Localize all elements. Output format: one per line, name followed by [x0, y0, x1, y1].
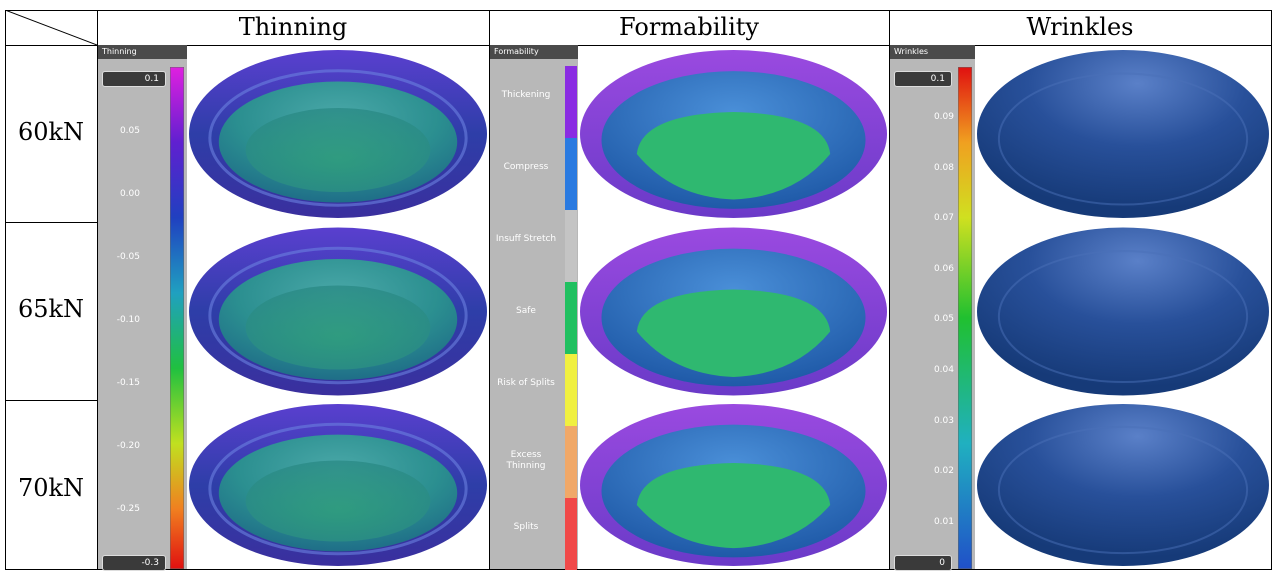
legend-max: 0.1 — [102, 71, 166, 87]
result-image — [975, 223, 1271, 400]
bowl — [578, 46, 889, 222]
legend-swatch — [565, 66, 577, 138]
legend-tick: 0.06 — [890, 264, 954, 274]
result-image — [187, 401, 489, 569]
legend-max: 0.1 — [894, 71, 952, 87]
bowl — [975, 401, 1271, 569]
row-header: 60kN — [5, 118, 97, 146]
legend-tick: 0.08 — [890, 163, 954, 173]
colorbar — [958, 67, 972, 569]
bowl — [578, 401, 889, 569]
legend-min: 0 — [894, 555, 952, 571]
legend-label: Thickening — [490, 90, 562, 101]
rule — [5, 400, 97, 401]
column-header: Formability — [489, 10, 889, 45]
bowl — [975, 223, 1271, 400]
legend-tick: -0.05 — [98, 252, 140, 262]
bowl — [187, 46, 489, 222]
root: Thinning Formability Wrinkles 60kN 65kN … — [0, 0, 1276, 571]
legend-tick: 0.02 — [890, 466, 954, 476]
corner-diagonal — [5, 10, 97, 45]
page: {"table": { "columns": ["Thinning", "For… — [0, 0, 1276, 571]
colorbar — [170, 67, 184, 569]
legend-tick: 0.00 — [98, 189, 140, 199]
legend-tick: -0.25 — [98, 504, 140, 514]
legend-tick: -0.10 — [98, 315, 140, 325]
result-image — [578, 223, 889, 400]
legend-min: -0.3 — [102, 555, 166, 571]
legend-swatch — [565, 498, 577, 570]
row-header: 65kN — [5, 295, 97, 323]
legend-label: Splits — [490, 522, 562, 533]
legend-label: Excess Thinning — [490, 450, 562, 472]
legend-label: Compress — [490, 162, 562, 173]
legend-tick: 0.01 — [890, 517, 954, 527]
legend-tick: 0.04 — [890, 365, 954, 375]
result-image — [975, 46, 1271, 222]
legend-label: Risk of Splits — [490, 378, 562, 389]
rule — [5, 569, 1271, 570]
legend-tick: 0.05 — [98, 126, 140, 136]
rule — [5, 222, 97, 223]
bowl — [578, 223, 889, 400]
bowl — [187, 401, 489, 569]
rule — [1271, 10, 1272, 570]
result-image — [578, 46, 889, 222]
legend-tick: 0.05 — [890, 314, 954, 324]
legend-label: Insuff Stretch — [490, 234, 562, 245]
column-header: Wrinkles — [889, 10, 1271, 45]
legend-swatch — [565, 426, 577, 498]
legend-tick: 0.09 — [890, 112, 954, 122]
legend-tick: 0.03 — [890, 416, 954, 426]
bowl — [975, 46, 1271, 222]
legend-swatch — [565, 210, 577, 282]
row-header: 70kN — [5, 474, 97, 502]
legend-title: Formability — [490, 45, 578, 59]
result-image — [187, 223, 489, 400]
legend-swatch — [565, 282, 577, 354]
legend-tick: 0.07 — [890, 213, 954, 223]
column-header: Thinning — [97, 10, 489, 45]
legend-swatch — [565, 138, 577, 210]
legend-label: Safe — [490, 306, 562, 317]
formability-legend: Formability Thickening Compress Insuff Str… — [490, 45, 578, 569]
wrinkles-legend: Wrinkles 0.1 0 0.09 0.08 0.07 0.06 0.05 0.04 0… — [890, 45, 975, 569]
legend-tick: -0.20 — [98, 441, 140, 451]
result-image — [187, 46, 489, 222]
result-image — [975, 401, 1271, 569]
legend-swatch — [565, 354, 577, 426]
result-image — [578, 401, 889, 569]
legend-title: Wrinkles — [890, 45, 975, 59]
thinning-legend: Thinning 0.1 -0.3 0.05 0.00 -0.05 -0.10 -0.1… — [98, 45, 187, 569]
legend-tick: -0.15 — [98, 378, 140, 388]
legend-title: Thinning — [98, 45, 187, 59]
bowl — [187, 223, 489, 400]
